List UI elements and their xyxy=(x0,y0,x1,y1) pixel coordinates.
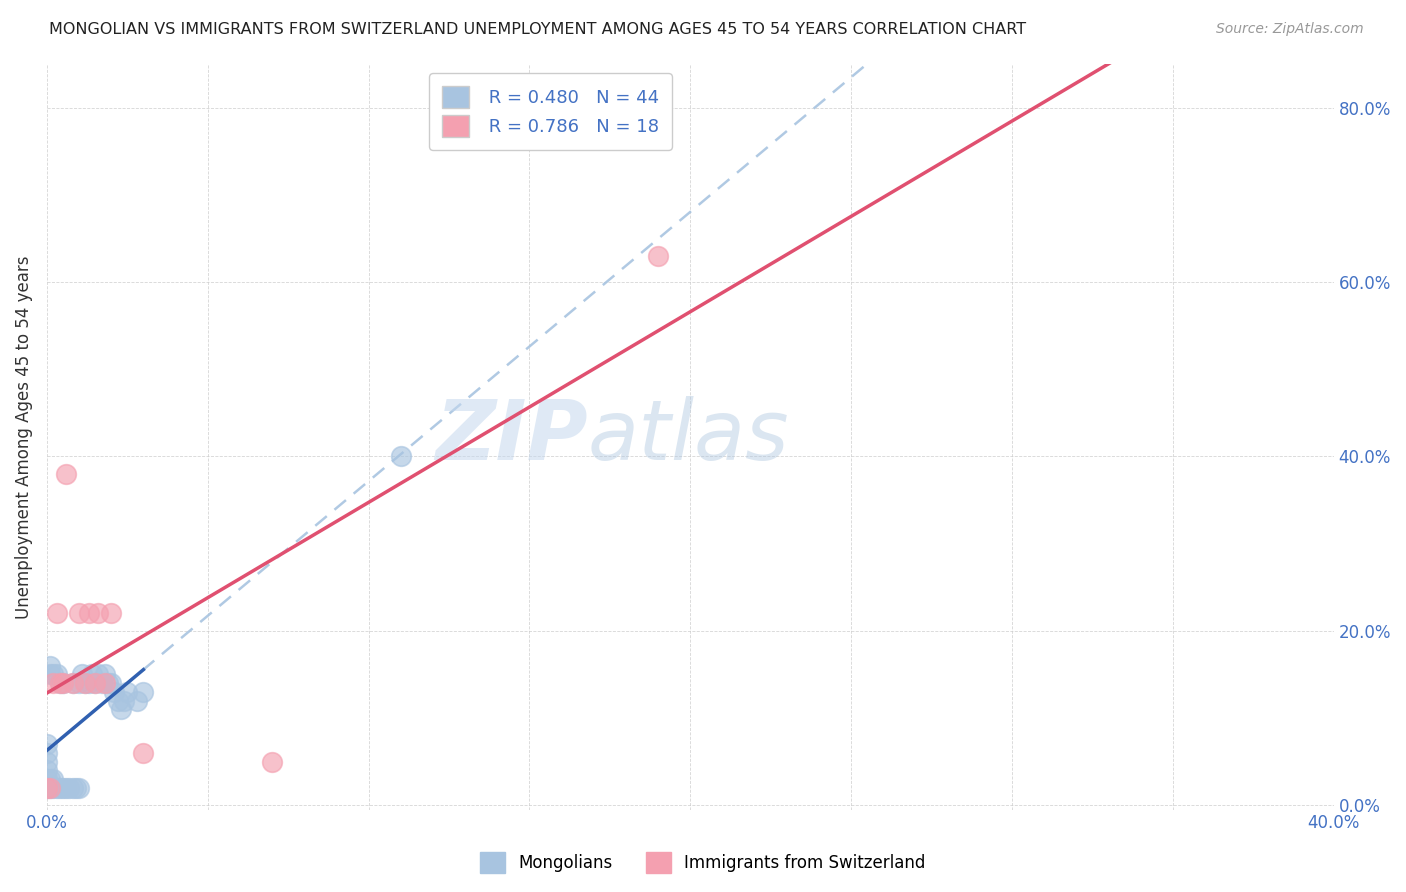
Point xyxy=(117,685,139,699)
Point xyxy=(84,676,107,690)
Point xyxy=(45,780,67,795)
Point xyxy=(52,780,75,795)
Point xyxy=(35,780,58,795)
Point xyxy=(75,676,97,690)
Point xyxy=(52,676,75,690)
Point xyxy=(647,249,669,263)
Point xyxy=(90,676,112,690)
Point xyxy=(65,780,87,795)
Point xyxy=(45,607,67,621)
Point xyxy=(110,702,132,716)
Point xyxy=(100,676,122,690)
Point xyxy=(132,746,155,760)
Point xyxy=(77,676,100,690)
Point xyxy=(67,780,90,795)
Point xyxy=(39,780,62,795)
Point xyxy=(42,667,65,681)
Point xyxy=(87,667,110,681)
Point xyxy=(389,450,412,464)
Point xyxy=(87,607,110,621)
Y-axis label: Unemployment Among Ages 45 to 54 years: Unemployment Among Ages 45 to 54 years xyxy=(15,255,32,618)
Point xyxy=(77,607,100,621)
Point xyxy=(97,676,120,690)
Point xyxy=(67,676,90,690)
Legend:  R = 0.480   N = 44,  R = 0.786   N = 18: R = 0.480 N = 44, R = 0.786 N = 18 xyxy=(429,73,672,150)
Point xyxy=(67,607,90,621)
Point xyxy=(72,667,94,681)
Point xyxy=(35,755,58,769)
Point xyxy=(49,780,72,795)
Point xyxy=(55,467,77,481)
Point xyxy=(52,676,75,690)
Point xyxy=(49,676,72,690)
Point xyxy=(80,667,103,681)
Text: MONGOLIAN VS IMMIGRANTS FROM SWITZERLAND UNEMPLOYMENT AMONG AGES 45 TO 54 YEARS : MONGOLIAN VS IMMIGRANTS FROM SWITZERLAND… xyxy=(49,22,1026,37)
Point xyxy=(35,780,58,795)
Point xyxy=(42,676,65,690)
Point xyxy=(35,764,58,778)
Point xyxy=(94,676,117,690)
Point xyxy=(42,780,65,795)
Point xyxy=(62,676,84,690)
Text: ZIP: ZIP xyxy=(434,396,588,477)
Point xyxy=(94,667,117,681)
Point xyxy=(262,755,284,769)
Point xyxy=(42,772,65,786)
Point xyxy=(62,676,84,690)
Point xyxy=(39,658,62,673)
Point xyxy=(75,676,97,690)
Point xyxy=(45,667,67,681)
Point xyxy=(35,746,58,760)
Point xyxy=(39,667,62,681)
Point xyxy=(35,737,58,751)
Text: Source: ZipAtlas.com: Source: ZipAtlas.com xyxy=(1216,22,1364,37)
Point xyxy=(112,693,135,707)
Point xyxy=(35,772,58,786)
Point xyxy=(103,685,125,699)
Point xyxy=(125,693,148,707)
Text: atlas: atlas xyxy=(588,396,789,477)
Point xyxy=(100,607,122,621)
Legend: Mongolians, Immigrants from Switzerland: Mongolians, Immigrants from Switzerland xyxy=(474,846,932,880)
Point xyxy=(62,780,84,795)
Point xyxy=(107,693,129,707)
Point xyxy=(132,685,155,699)
Point xyxy=(49,676,72,690)
Point xyxy=(84,676,107,690)
Point xyxy=(55,780,77,795)
Point xyxy=(39,780,62,795)
Point xyxy=(39,772,62,786)
Point xyxy=(58,780,80,795)
